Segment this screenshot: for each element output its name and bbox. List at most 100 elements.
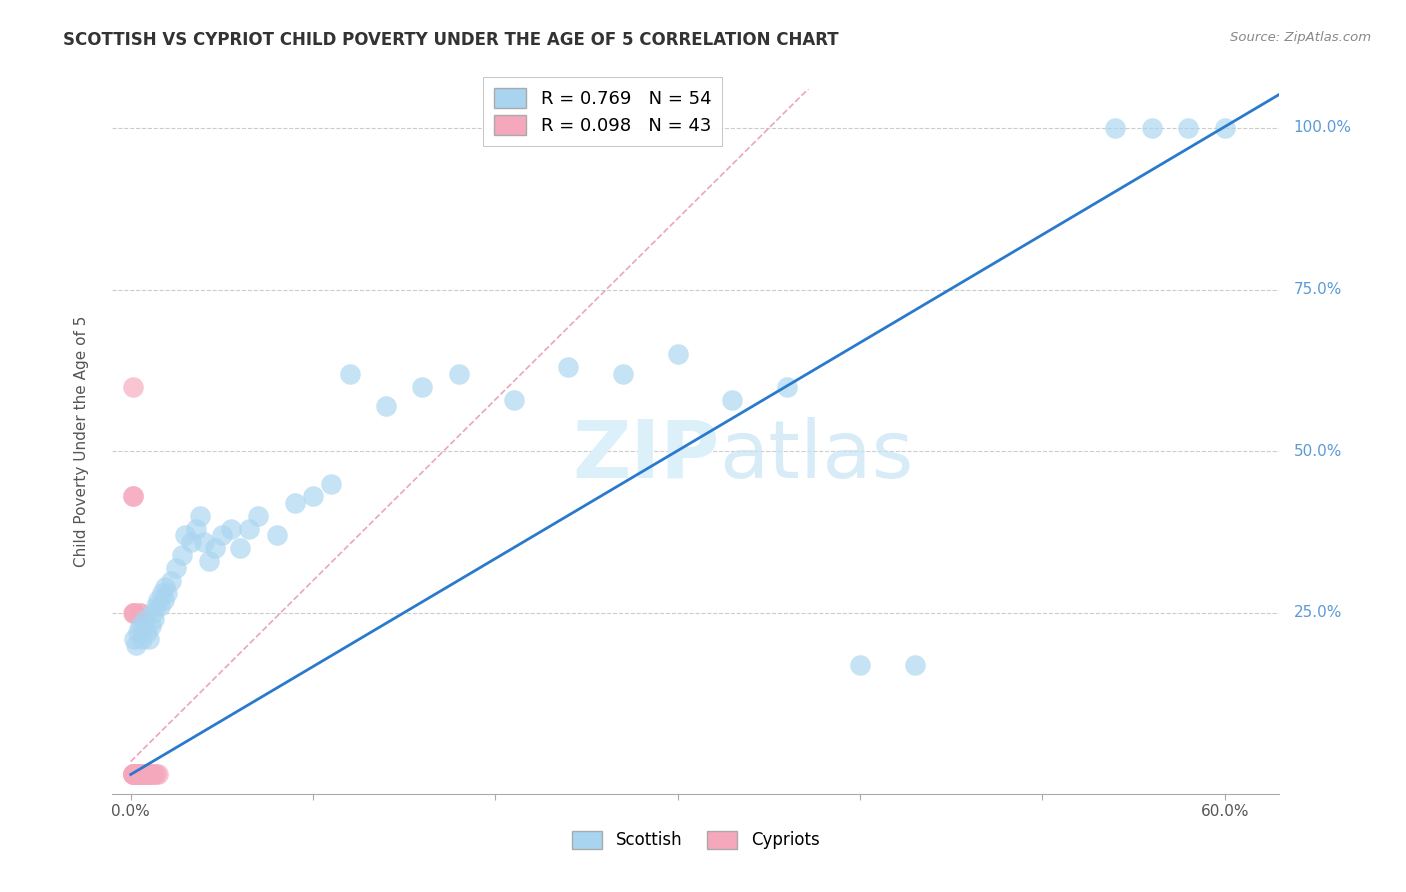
Point: [134, 767, 156, 781]
Point: [180, 534, 202, 549]
Point: [134, 612, 156, 626]
Point: [121, 379, 143, 393]
Point: [557, 360, 579, 375]
Point: [128, 767, 150, 781]
Point: [339, 367, 361, 381]
Point: [188, 508, 211, 523]
Point: [502, 392, 524, 407]
Point: [132, 619, 155, 633]
Point: [139, 619, 162, 633]
Point: [128, 619, 150, 633]
Point: [142, 606, 165, 620]
Point: [146, 767, 169, 781]
Text: 75.0%: 75.0%: [1294, 282, 1341, 297]
Point: [121, 767, 143, 781]
Text: 25.0%: 25.0%: [1294, 606, 1341, 620]
Point: [136, 625, 159, 640]
Point: [152, 593, 174, 607]
Point: [138, 767, 160, 781]
Point: [125, 767, 148, 781]
Point: [124, 606, 146, 620]
Point: [155, 580, 177, 594]
Point: [132, 767, 155, 781]
Point: [238, 522, 260, 536]
Text: atlas: atlas: [720, 417, 914, 495]
Text: 50.0%: 50.0%: [1294, 443, 1341, 458]
Point: [170, 548, 193, 562]
Point: [150, 586, 173, 600]
Point: [375, 399, 398, 413]
Point: [134, 767, 156, 781]
Point: [302, 490, 325, 504]
Point: [134, 767, 156, 781]
Point: [186, 522, 208, 536]
Point: [219, 522, 242, 536]
Point: [266, 528, 288, 542]
Point: [132, 767, 155, 781]
Point: [127, 767, 149, 781]
Point: [125, 638, 148, 652]
Point: [128, 767, 150, 781]
Point: [411, 379, 433, 393]
Point: [160, 574, 183, 588]
Point: [143, 612, 166, 626]
Point: [127, 625, 149, 640]
Point: [127, 767, 149, 781]
Point: [128, 606, 150, 620]
Point: [124, 767, 146, 781]
Point: [121, 490, 143, 504]
Point: [121, 767, 143, 781]
Point: [174, 528, 197, 542]
Point: [247, 508, 270, 523]
Point: [193, 534, 215, 549]
Point: [156, 586, 179, 600]
Point: [131, 767, 153, 781]
Point: [124, 767, 146, 781]
Text: Source: ZipAtlas.com: Source: ZipAtlas.com: [1230, 31, 1371, 45]
Text: 100.0%: 100.0%: [1294, 120, 1351, 136]
Point: [125, 767, 148, 781]
Point: [149, 599, 172, 614]
Point: [1104, 120, 1126, 135]
Text: SCOTTISH VS CYPRIOT CHILD POVERTY UNDER THE AGE OF 5 CORRELATION CHART: SCOTTISH VS CYPRIOT CHILD POVERTY UNDER …: [63, 31, 839, 49]
Point: [904, 657, 927, 672]
Point: [124, 767, 146, 781]
Point: [121, 767, 143, 781]
Point: [125, 767, 148, 781]
Point: [136, 767, 159, 781]
Point: [849, 657, 872, 672]
Point: [136, 767, 159, 781]
Point: [447, 367, 470, 381]
Point: [612, 367, 634, 381]
Point: [165, 560, 187, 574]
Point: [139, 767, 162, 781]
Point: [321, 476, 343, 491]
Point: [136, 767, 159, 781]
Point: [776, 379, 799, 393]
Point: [284, 496, 307, 510]
Point: [229, 541, 252, 556]
Point: [1213, 120, 1236, 135]
Point: [132, 767, 155, 781]
Point: [124, 632, 146, 646]
Point: [131, 767, 153, 781]
Point: [198, 554, 221, 568]
Point: [1177, 120, 1199, 135]
Point: [145, 767, 167, 781]
Point: [121, 490, 143, 504]
Point: [145, 599, 167, 614]
Point: [1140, 120, 1163, 135]
Point: [128, 606, 150, 620]
Point: [121, 767, 143, 781]
Point: [138, 767, 160, 781]
Text: ZIP: ZIP: [572, 417, 720, 495]
Point: [146, 593, 169, 607]
Point: [204, 541, 226, 556]
Point: [131, 767, 153, 781]
Point: [124, 606, 146, 620]
Point: [666, 347, 689, 361]
Point: [127, 767, 149, 781]
Point: [138, 632, 160, 646]
Point: [143, 767, 166, 781]
Point: [131, 632, 153, 646]
